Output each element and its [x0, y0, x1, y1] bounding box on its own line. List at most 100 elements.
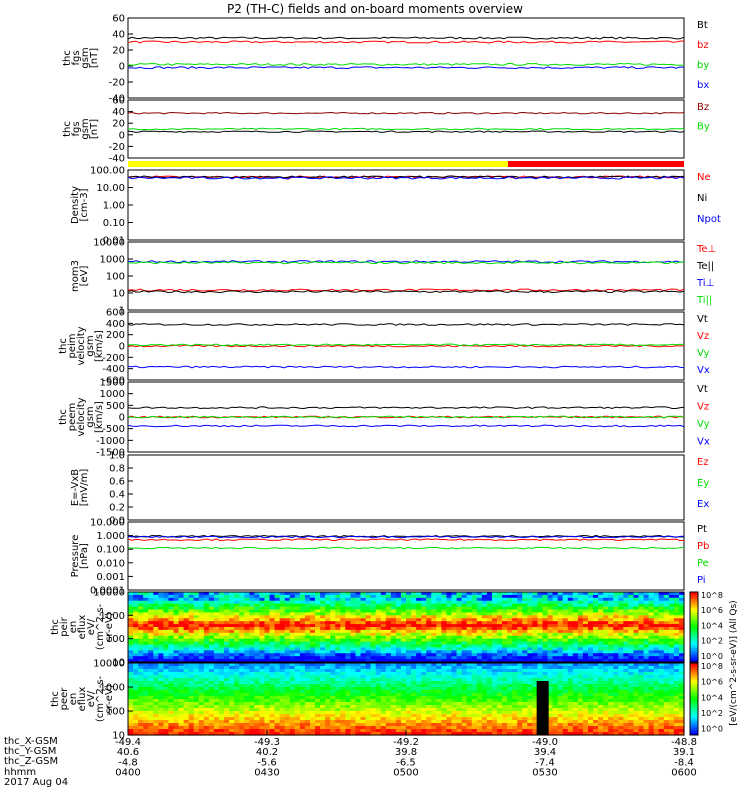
spectrogram-cell — [668, 717, 675, 721]
spectrogram-cell — [218, 638, 225, 643]
spectrogram-cell — [360, 717, 367, 721]
spectrogram-cell — [451, 678, 458, 682]
spectrogram-cell — [678, 714, 685, 718]
spectrogram-cell — [153, 638, 159, 643]
legend-entry: Ey — [697, 478, 709, 489]
spectrogram-cell — [213, 690, 220, 694]
spectrogram-cell — [128, 641, 134, 646]
spectrogram-cell — [411, 659, 417, 663]
spectrogram-cell — [395, 711, 402, 715]
spectrogram-cell — [547, 693, 554, 697]
spectrogram-cell — [557, 693, 564, 697]
spectrogram-cell — [496, 609, 503, 614]
spectrogram-cell — [370, 606, 377, 611]
spectrogram-cell — [633, 597, 640, 602]
spectrogram-cell — [380, 696, 387, 700]
spectrogram-cell — [491, 681, 498, 685]
spectrogram-cell — [360, 641, 367, 646]
spectrogram-cell — [421, 696, 427, 700]
spectrogram-cell — [476, 653, 483, 657]
spectrogram-cell — [229, 618, 235, 622]
spectrogram-cell — [673, 627, 680, 631]
spectrogram-cell — [244, 603, 250, 608]
spectrogram-cell — [411, 684, 417, 688]
spectrogram-cell — [643, 597, 650, 602]
spectrogram-cell — [426, 638, 432, 643]
spectrogram-cell — [304, 612, 311, 616]
spectrogram-cell — [431, 632, 437, 637]
spectrogram-cell — [224, 627, 230, 631]
spectrogram-cell — [173, 647, 180, 651]
spectrogram-cell — [188, 708, 195, 712]
spectrogram-cell — [320, 638, 326, 643]
spectrogram-cell — [451, 597, 458, 602]
spectrogram-cell — [547, 603, 554, 608]
y-tick-label: 10000 — [93, 588, 125, 599]
spectrogram-cell — [436, 627, 442, 631]
spectrogram-cell — [188, 702, 195, 706]
spectrogram-cell — [239, 609, 245, 614]
spectrogram-cell — [299, 690, 306, 694]
spectrogram-cell — [234, 627, 240, 631]
spectrogram-cell — [193, 653, 200, 657]
spectrogram-cell — [567, 632, 574, 637]
spectrogram-cell — [390, 687, 397, 691]
spectrogram-cell — [421, 624, 427, 628]
spectrogram-cell — [491, 699, 498, 703]
spectrogram-cell — [213, 666, 220, 670]
spectrogram-cell — [395, 603, 402, 608]
spectrogram-cell — [562, 659, 569, 663]
spectrogram-cell — [623, 708, 629, 712]
spectrogram-cell — [385, 666, 392, 670]
spectrogram-cell — [446, 693, 453, 697]
spectrogram-cell — [502, 618, 508, 622]
spectrogram-cell — [582, 597, 589, 602]
spectrogram-cell — [658, 621, 665, 625]
spectrogram-cell — [466, 656, 473, 660]
spectrogram-cell — [395, 681, 402, 685]
spectrogram-cell — [380, 675, 387, 679]
spectrogram-cell — [269, 627, 276, 631]
spectrogram-cell — [274, 699, 281, 703]
spectrogram-cell — [269, 699, 276, 703]
spectrogram-cell — [304, 592, 311, 596]
spectrogram-cell — [461, 612, 468, 616]
spectrogram-cell — [648, 635, 655, 640]
spectrogram-cell — [390, 592, 397, 596]
spectrogram-cell — [153, 696, 159, 700]
spectrogram-cell — [345, 720, 351, 724]
spectrogram-cell — [244, 711, 250, 715]
spectrogram-cell — [304, 675, 311, 679]
spectrogram-cell — [613, 708, 619, 712]
spectrogram-cell — [507, 711, 513, 715]
y-tick-label: -1000 — [96, 436, 125, 447]
spectrogram-cell — [390, 594, 397, 599]
spectrogram-cell — [567, 618, 574, 622]
spectrogram-cell — [643, 714, 650, 718]
spectrogram-cell — [325, 624, 331, 628]
spectrogram-cell — [663, 635, 670, 640]
spectrogram-cell — [345, 656, 351, 660]
spectrogram-cell — [355, 641, 362, 646]
spectrogram-cell — [678, 629, 685, 634]
spectrogram-cell — [400, 663, 407, 667]
spectrogram-cell — [380, 717, 387, 721]
spectrogram-cell — [502, 708, 508, 712]
spectrogram-cell — [365, 690, 372, 694]
spectrogram-cell — [269, 600, 276, 605]
spectrogram-cell — [486, 621, 493, 625]
spectrogram-cell — [496, 702, 503, 706]
spectrogram-cell — [360, 699, 367, 703]
spectrogram-cell — [244, 699, 250, 703]
spectrogram-cell — [648, 627, 655, 631]
legend-entry: By — [697, 121, 710, 132]
spectrogram-cell — [668, 606, 675, 611]
spectrogram-cell — [507, 635, 513, 640]
spectrogram-cell — [178, 681, 185, 685]
spectrogram-cell — [648, 693, 655, 697]
spectrogram-cell — [582, 659, 589, 663]
spectrogram-cell — [193, 656, 200, 660]
spectrogram-cell — [653, 687, 660, 691]
y-axis-label: thc — [62, 50, 73, 66]
spectrogram-cell — [208, 720, 215, 724]
